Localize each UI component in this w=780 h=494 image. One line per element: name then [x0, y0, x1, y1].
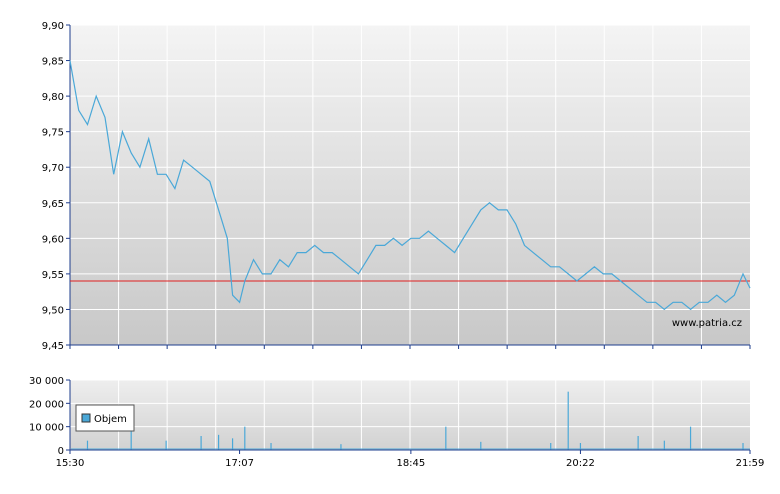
volume-x-tick-label: 21:59	[736, 458, 765, 469]
price-grid	[70, 24, 750, 345]
price-y-tick-label: 9,75	[42, 128, 64, 139]
volume-baseline-bars	[71, 448, 750, 450]
price-series-line	[69, 60, 751, 311]
volume-legend: Objem	[75, 404, 135, 432]
volume-x-tick-label: 18:45	[396, 458, 425, 469]
price-y-tick-label: 9,70	[42, 163, 64, 174]
watermark-text: www.patria.cz	[672, 318, 742, 329]
volume-y-tick-label: 10 000	[29, 423, 64, 434]
price-y-tick-label: 9,65	[42, 199, 64, 210]
price-y-tick-label: 9,80	[42, 92, 64, 103]
volume-x-tick-label: 15:30	[56, 458, 85, 469]
volume-grid	[70, 379, 750, 450]
volume-y-axis: 30 000 20 000 10 000 0	[29, 376, 70, 457]
volume-y-tick-label: 0	[58, 446, 64, 457]
volume-y-tick-label: 30 000	[29, 376, 64, 387]
volume-y-tick-label: 20 000	[29, 399, 64, 410]
volume-x-axis: 15:30 17:07 18:45 20:22 21:59	[56, 450, 765, 469]
volume-bars	[71, 391, 750, 450]
price-y-tick-label: 9,60	[42, 234, 64, 245]
volume-x-tick-label: 17:07	[225, 458, 254, 469]
volume-x-tick-label: 20:22	[566, 458, 595, 469]
price-y-tick-label: 9,45	[42, 341, 64, 352]
price-y-tick-label: 9,90	[42, 21, 64, 32]
price-y-tick-label: 9,85	[42, 57, 64, 68]
legend-label: Objem	[94, 414, 127, 425]
price-y-tick-label: 9,50	[42, 305, 64, 316]
price-y-axis: 9,90 9,85 9,80 9,75 9,70 9,65 9,60 9,55 9,50 9,45	[42, 21, 70, 352]
legend-swatch	[81, 413, 91, 423]
price-y-tick-label: 9,55	[42, 270, 64, 281]
price-x-ticks	[69, 345, 751, 349]
